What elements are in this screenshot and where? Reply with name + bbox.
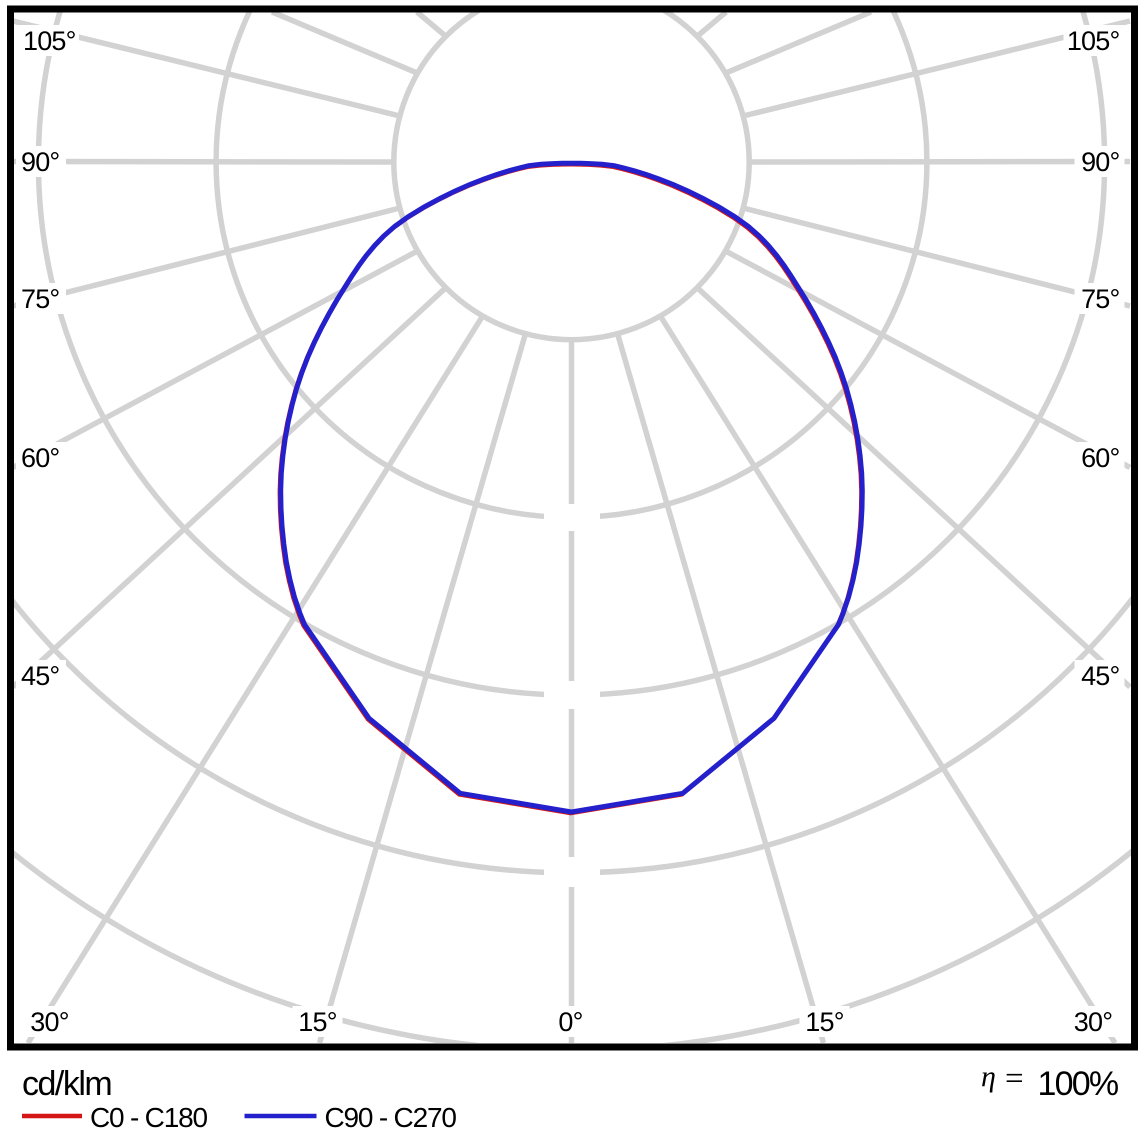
svg-text:75°: 75° bbox=[1081, 284, 1119, 314]
svg-text:cd/klm: cd/klm bbox=[22, 1065, 111, 1103]
svg-text:C0 - C180: C0 - C180 bbox=[90, 1102, 207, 1133]
svg-text:15°: 15° bbox=[805, 1007, 843, 1037]
svg-text:η: η bbox=[981, 1060, 996, 1093]
svg-text:30°: 30° bbox=[30, 1007, 68, 1037]
svg-text:45°: 45° bbox=[21, 661, 59, 691]
svg-text:C90 - C270: C90 - C270 bbox=[325, 1102, 457, 1133]
svg-text:60°: 60° bbox=[1081, 443, 1119, 473]
svg-text:75°: 75° bbox=[21, 284, 59, 314]
svg-text:0°: 0° bbox=[558, 1007, 582, 1037]
svg-text:60°: 60° bbox=[21, 443, 59, 473]
svg-text:100%: 100% bbox=[1038, 1065, 1119, 1103]
svg-text:90°: 90° bbox=[1081, 147, 1119, 177]
svg-text:90°: 90° bbox=[21, 147, 59, 177]
svg-text:105°: 105° bbox=[23, 26, 76, 56]
svg-text:=: = bbox=[1005, 1061, 1024, 1097]
svg-text:30°: 30° bbox=[1074, 1007, 1112, 1037]
svg-text:45°: 45° bbox=[1081, 661, 1119, 691]
svg-text:15°: 15° bbox=[298, 1007, 336, 1037]
svg-text:105°: 105° bbox=[1067, 26, 1120, 56]
